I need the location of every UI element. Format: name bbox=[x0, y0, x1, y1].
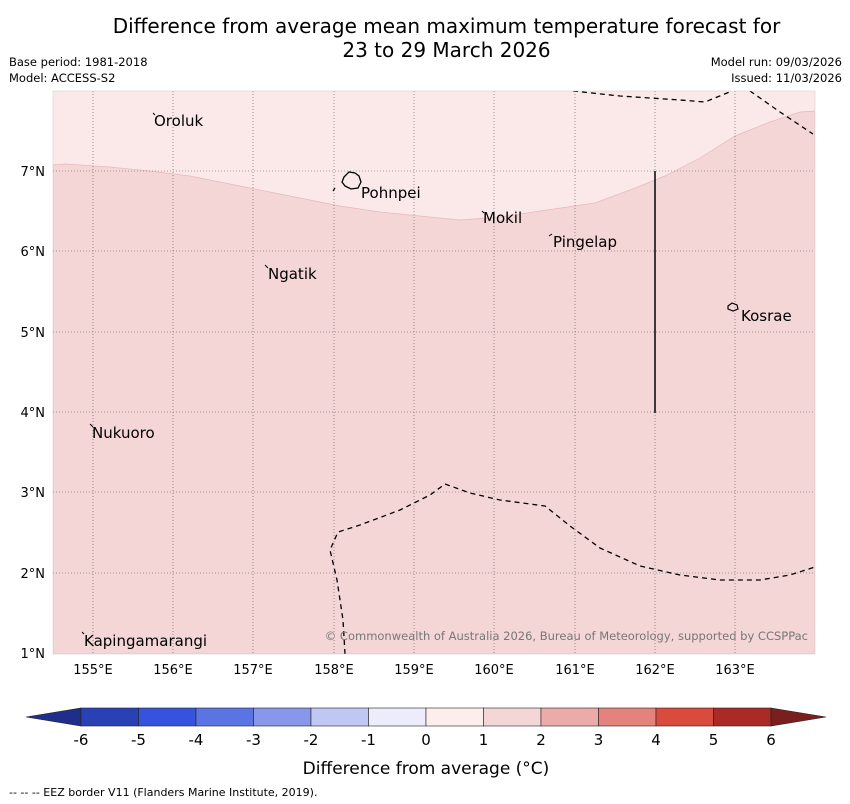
colorbar-tick-label: -3 bbox=[246, 731, 261, 749]
colorbar-bin bbox=[483, 707, 542, 727]
atoll-markers bbox=[81, 112, 553, 635]
lon-tick-label: 163°E bbox=[715, 663, 755, 678]
colorbar-tick-label: 4 bbox=[651, 731, 661, 749]
colorbar-tick-label: -2 bbox=[304, 731, 319, 749]
colorbar-bin bbox=[655, 707, 714, 727]
lon-tick-label: 160°E bbox=[474, 663, 514, 678]
colorbar-bin bbox=[368, 707, 427, 727]
colorbar-arrow-high bbox=[770, 707, 827, 727]
lon-tick-label: 162°E bbox=[635, 663, 675, 678]
lat-tick-label: 3°N bbox=[21, 486, 46, 501]
map-border bbox=[52, 90, 816, 655]
eez-borders bbox=[329, 91, 815, 654]
colorbar bbox=[25, 707, 827, 727]
eez-border-north bbox=[572, 91, 733, 103]
lat-tick-label: 7°N bbox=[21, 165, 46, 180]
nukuoro-marker bbox=[89, 423, 94, 428]
title-line-1: Difference from average mean maximum tem… bbox=[112, 14, 781, 38]
issued-date: Issued: 11/03/2026 bbox=[731, 71, 842, 85]
place-label: Mokil bbox=[483, 209, 522, 227]
place-label: Kosrae bbox=[741, 307, 792, 325]
place-label: Pingelap bbox=[553, 233, 617, 251]
lat-tick-label: 4°N bbox=[21, 406, 46, 421]
colorbar-tick-label: -5 bbox=[131, 731, 146, 749]
colorbar-bin bbox=[80, 707, 139, 727]
lat-tick-label: 5°N bbox=[21, 326, 46, 341]
mokil-marker bbox=[481, 210, 485, 214]
eez-border-south bbox=[329, 483, 815, 654]
colorbar-tick-label: 5 bbox=[709, 731, 719, 749]
kosrae-island bbox=[727, 302, 739, 312]
colorbar-bin bbox=[540, 707, 599, 727]
colorbar-bin bbox=[713, 707, 772, 727]
colorbar-arrow-low bbox=[25, 707, 82, 727]
pohnpei-island bbox=[341, 171, 362, 190]
eez-border-northeast bbox=[749, 91, 814, 135]
colorbar-bin bbox=[195, 707, 254, 727]
place-label: Oroluk bbox=[154, 112, 203, 130]
base-period: Base period: 1981-2018 bbox=[9, 55, 148, 69]
colorbar-tick-label: -4 bbox=[189, 731, 204, 749]
eez-footnote: -- -- -- EEZ border V11 (Flanders Marine… bbox=[9, 786, 318, 799]
colorbar-tick-label: -1 bbox=[361, 731, 376, 749]
lat-tick-label: 6°N bbox=[21, 245, 46, 260]
colorbar-bin bbox=[310, 707, 369, 727]
ngatik-marker bbox=[264, 264, 269, 269]
model-run: Model run: 09/03/2026 bbox=[710, 55, 842, 69]
colorbar-bin bbox=[138, 707, 197, 727]
lon-tick-label: 155°E bbox=[73, 663, 113, 678]
place-label: Ngatik bbox=[268, 265, 317, 283]
lon-tick-label: 159°E bbox=[394, 663, 434, 678]
pingelap-marker bbox=[548, 233, 553, 237]
place-label: Kapingamarangi bbox=[84, 632, 207, 650]
lon-tick-label: 161°E bbox=[555, 663, 595, 678]
colorbar-title: Difference from average (°C) bbox=[303, 759, 550, 779]
colorbar-bin bbox=[598, 707, 657, 727]
lon-tick-label: 158°E bbox=[314, 663, 354, 678]
lat-tick-label: 2°N bbox=[21, 567, 46, 582]
pohnpei-islet bbox=[332, 187, 336, 192]
colorbar-tick-label: 3 bbox=[594, 731, 604, 749]
colorbar-tick-label: 6 bbox=[766, 731, 776, 749]
colorbar-tick-label: 2 bbox=[536, 731, 546, 749]
colorbar-tick-label: 1 bbox=[479, 731, 489, 749]
colorbar-tick-label: -6 bbox=[74, 731, 89, 749]
oroluk-marker bbox=[152, 112, 156, 116]
copyright-notice: © Commonwealth of Australia 2026, Bureau… bbox=[325, 629, 808, 643]
lon-tick-label: 156°E bbox=[153, 663, 193, 678]
title-line-2: 23 to 29 March 2026 bbox=[342, 38, 551, 62]
lon-tick-label: 157°E bbox=[233, 663, 273, 678]
kapingamarangi-marker bbox=[81, 631, 85, 635]
colorbar-bin bbox=[253, 707, 312, 727]
anomaly-region-1-to-2 bbox=[53, 110, 815, 654]
model-name: Model: ACCESS-S2 bbox=[9, 71, 116, 85]
lat-tick-label: 1°N bbox=[21, 647, 46, 662]
place-label: Pohnpei bbox=[361, 184, 421, 202]
colorbar-tick-label: 0 bbox=[421, 731, 431, 749]
colorbar-bin bbox=[425, 707, 484, 727]
place-label: Nukuoro bbox=[92, 424, 155, 442]
